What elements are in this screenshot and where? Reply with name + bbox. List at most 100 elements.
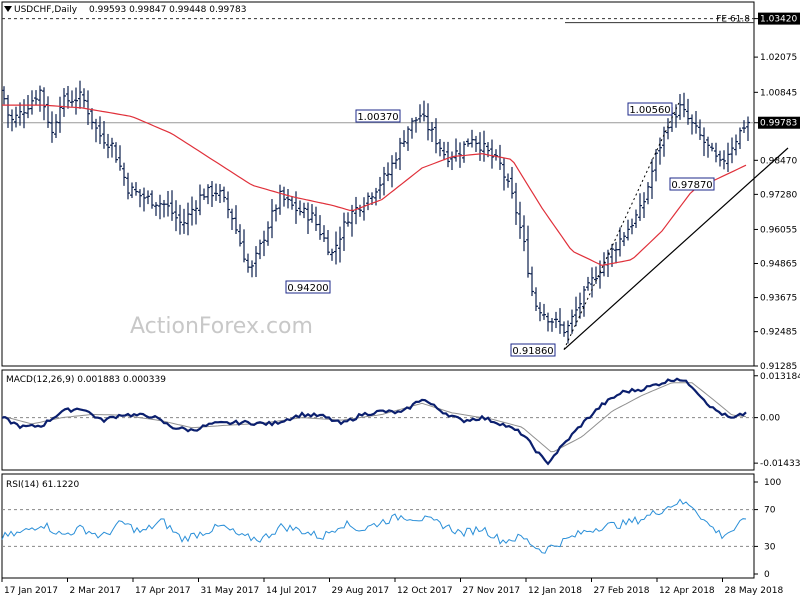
price-bar — [706, 136, 710, 158]
price-bar — [218, 184, 222, 204]
price-bar — [154, 202, 158, 216]
price-bar — [78, 80, 82, 109]
price-bar — [546, 312, 550, 332]
price-bar — [514, 182, 518, 225]
price-bar — [626, 219, 630, 241]
price-bar — [294, 191, 298, 224]
price-bar — [418, 104, 422, 123]
price-bar — [426, 103, 430, 141]
price-bar — [202, 188, 206, 200]
price-bar — [50, 111, 54, 143]
price-bar — [286, 189, 290, 209]
price-bar — [542, 303, 546, 320]
annotation-label: 1.00370 — [357, 112, 398, 123]
price-bar — [518, 201, 522, 239]
price-bar — [470, 129, 474, 148]
price-bar — [206, 184, 210, 205]
price-bar — [214, 183, 218, 201]
price-bar — [442, 141, 446, 161]
annotation-box — [669, 177, 715, 191]
annotation-box — [355, 109, 401, 123]
annotation-label: 0.94200 — [287, 283, 328, 294]
price-bar — [586, 276, 590, 291]
price-bar — [306, 202, 310, 234]
axis-layer: 1.03420 1.02075 1.00845 0.99783 0.98470 0.972… — [1, 12, 800, 596]
price-bar — [94, 118, 98, 143]
price-bar — [162, 199, 166, 218]
price-bar — [302, 202, 306, 219]
price-annotation: 0.97870 — [669, 177, 715, 191]
price-ytick-label: 1.03420 — [760, 15, 797, 25]
annotation-label: 1.00560 — [629, 105, 670, 116]
price-bar — [742, 120, 746, 134]
price-bar — [346, 212, 350, 227]
price-bar — [394, 152, 398, 169]
price-bar — [158, 194, 162, 220]
price-bar — [142, 187, 146, 212]
price-bar — [62, 88, 66, 117]
price-bar — [122, 162, 126, 186]
price-bar — [634, 209, 638, 228]
x-tick-label: 12 Oct 2017 — [397, 586, 453, 596]
price-bar — [90, 108, 94, 130]
macd-panel-frame — [1, 369, 755, 471]
price-bar — [274, 204, 278, 222]
price-bar — [318, 215, 322, 240]
price-bar — [42, 87, 46, 121]
price-bar — [654, 149, 658, 182]
price-bar — [658, 137, 662, 165]
price-bar — [278, 184, 282, 215]
x-tick-label: 17 Apr 2017 — [135, 586, 191, 596]
price-bar — [526, 225, 530, 278]
price-bar — [638, 193, 642, 221]
annotation-label: 0.91860 — [512, 346, 553, 357]
price-bar — [678, 94, 682, 120]
price-bar — [330, 248, 334, 261]
price-ytick-label: 0.98470 — [760, 156, 797, 166]
price-bar — [310, 204, 314, 223]
price-bar — [698, 119, 702, 140]
price-bar — [406, 126, 410, 151]
price-bar — [338, 226, 342, 263]
x-tick-label: 12 Apr 2018 — [659, 586, 715, 596]
price-ytick-label: 0.97280 — [760, 190, 797, 200]
price-bar — [522, 215, 526, 252]
price-bar — [506, 173, 510, 188]
price-annotation: 0.91860 — [510, 343, 556, 357]
price-bar — [198, 184, 202, 216]
price-bar — [734, 134, 738, 156]
price-bar — [390, 155, 394, 188]
price-bar — [186, 202, 190, 236]
x-tick-label: 27 Feb 2018 — [594, 586, 650, 596]
price-bar — [54, 114, 58, 138]
annotation-box — [627, 102, 673, 116]
price-bar — [30, 90, 34, 115]
price-bar — [134, 182, 138, 196]
price-bar — [10, 109, 14, 132]
price-bar — [6, 94, 10, 128]
chart-symbol: USDCHF,Daily — [14, 5, 78, 15]
price-bar — [578, 292, 582, 319]
price-bar — [378, 176, 382, 199]
price-bar — [254, 246, 258, 278]
price-bar — [194, 200, 198, 225]
price-bar — [222, 186, 226, 203]
price-bar — [614, 241, 618, 264]
price-bar — [58, 96, 62, 133]
price-ytick-label: 0.91285 — [760, 362, 797, 372]
annotation-box — [510, 343, 556, 357]
price-layer: 0.94200 1.00370 0.91860 1.00560 0.97870 — [2, 18, 789, 357]
price-bar — [414, 116, 418, 133]
price-bar — [530, 266, 534, 297]
price-bar — [258, 239, 262, 260]
price-bar — [190, 196, 194, 226]
rsi-panel-frame — [1, 473, 755, 579]
price-bar — [366, 192, 370, 211]
price-bar — [398, 137, 402, 171]
price-bar — [478, 132, 482, 161]
price-bar — [326, 230, 330, 256]
price-ytick-label: 1.00845 — [760, 88, 797, 98]
price-bar — [650, 159, 654, 199]
price-bar — [538, 302, 542, 322]
